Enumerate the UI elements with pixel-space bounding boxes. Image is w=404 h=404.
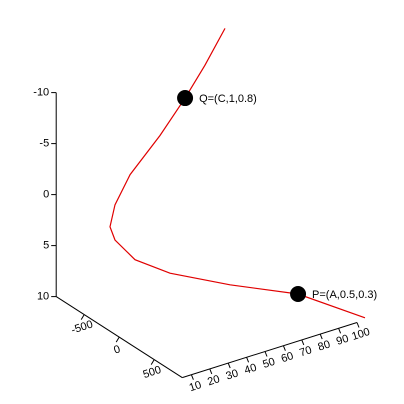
z-tick-label: 0 <box>43 189 49 201</box>
x-tick-label: 80 <box>316 338 331 353</box>
y-tick <box>115 336 120 343</box>
x-tick-label: 90 <box>335 333 350 348</box>
point-label: P=(A,0.5,0.3) <box>312 289 377 301</box>
x-axis <box>182 322 358 379</box>
x-tick <box>227 362 231 369</box>
x-tick-label: 100 <box>350 326 371 343</box>
y-tick-label: 0 <box>112 343 122 356</box>
y-tick-label: 500 <box>142 364 163 381</box>
x-tick <box>264 351 268 357</box>
curve <box>109 28 366 319</box>
x-tick <box>301 339 305 346</box>
x-tick <box>246 357 250 363</box>
z-tick-label: 10 <box>37 291 49 303</box>
x-tick-label: 50 <box>261 356 276 371</box>
x-tick-label: 10 <box>188 379 203 394</box>
x-tick <box>282 345 286 351</box>
z-tick-label: 5 <box>43 240 49 252</box>
x-tick-label: 20 <box>206 373 221 388</box>
z-tick-label: -5 <box>39 138 49 150</box>
x-tick-label: 40 <box>243 362 258 377</box>
y-tick-label: -500 <box>70 318 95 336</box>
x-tick-label: 70 <box>298 344 313 359</box>
z-tick-label: -10 <box>33 87 49 99</box>
x-tick <box>338 328 342 334</box>
x-tick-label: 30 <box>224 367 239 382</box>
point-label: Q=(C,1,0.8) <box>199 93 257 105</box>
y-tick <box>150 359 155 365</box>
x-tick <box>356 322 360 328</box>
x-tick <box>209 368 213 375</box>
x-tick <box>319 333 323 340</box>
y-tick <box>80 314 85 320</box>
point <box>290 285 307 302</box>
point <box>177 90 194 107</box>
x-tick <box>190 374 194 380</box>
x-tick-label: 60 <box>280 350 295 365</box>
